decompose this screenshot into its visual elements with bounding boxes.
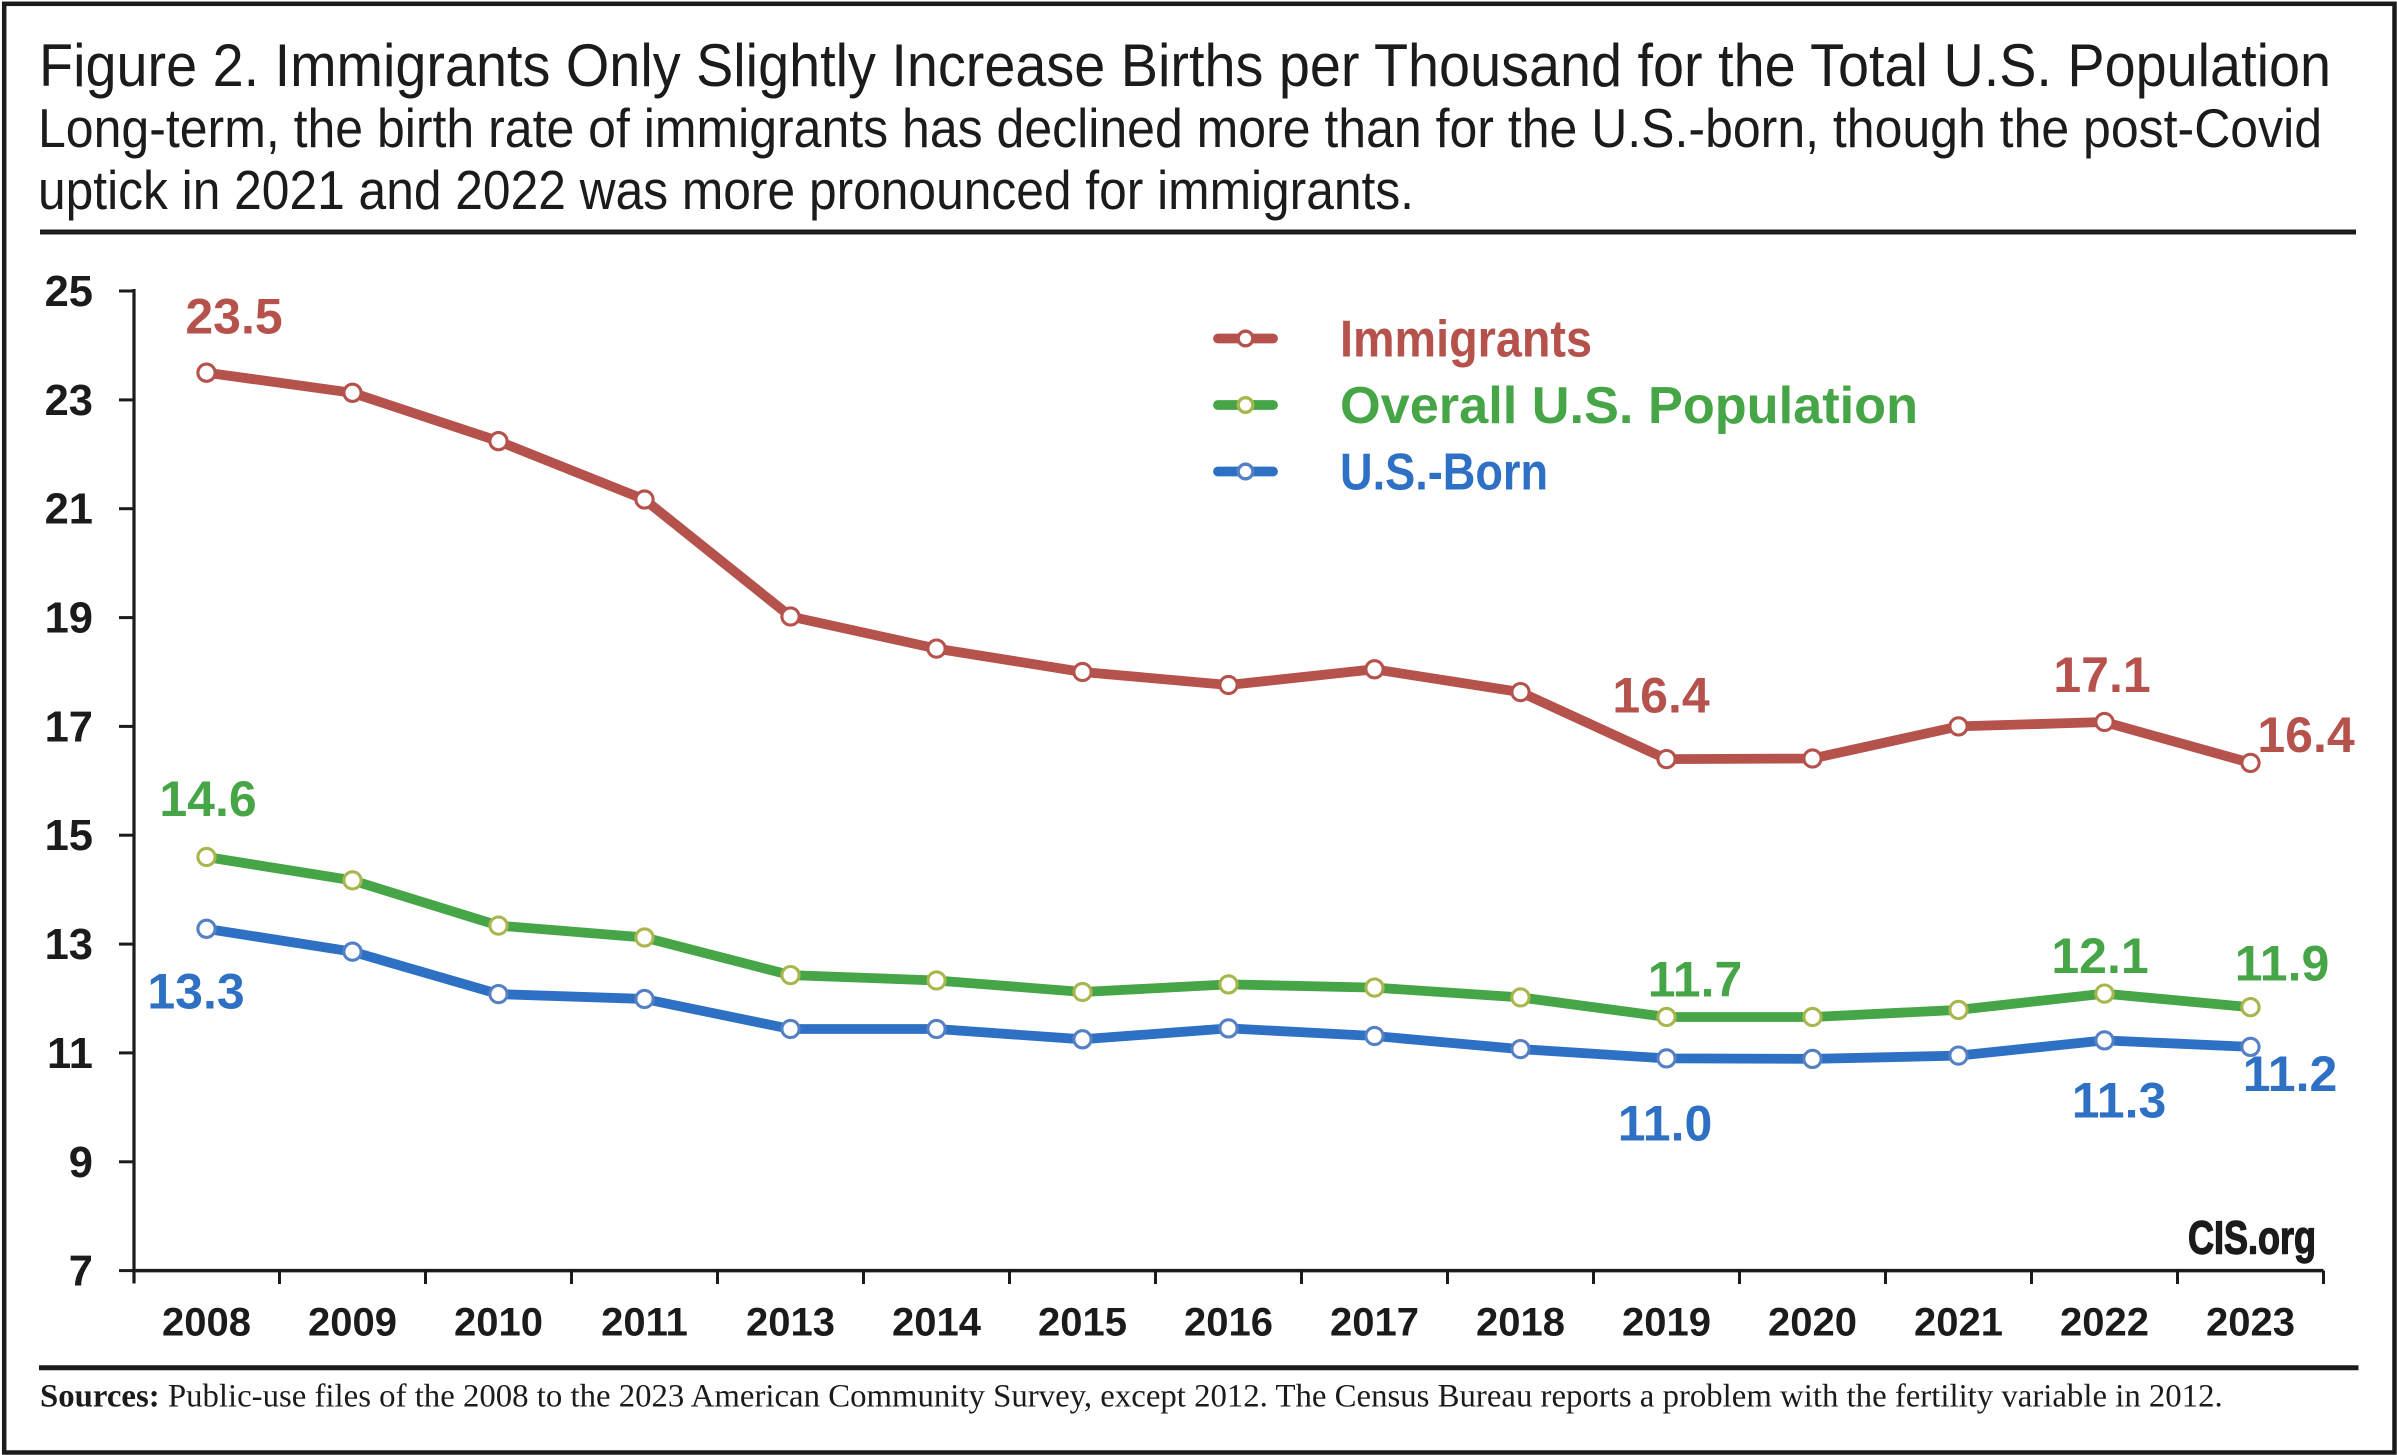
- svg-text:17.1: 17.1: [2053, 647, 2150, 703]
- svg-text:uptick in 2021 and 2022 was mo: uptick in 2021 and 2022 was more pronoun…: [38, 160, 1414, 221]
- svg-text:2008: 2008: [162, 1301, 251, 1345]
- svg-text:11: 11: [47, 1030, 93, 1078]
- svg-text:2013: 2013: [746, 1301, 835, 1345]
- svg-text:2009: 2009: [308, 1301, 397, 1345]
- svg-text:CIS.org: CIS.org: [2188, 1212, 2316, 1264]
- svg-text:21: 21: [45, 486, 93, 534]
- svg-text:2023: 2023: [2206, 1301, 2295, 1345]
- svg-text:Figure 2. Immigrants Only Slig: Figure 2. Immigrants Only Slightly Incre…: [39, 32, 2331, 99]
- svg-text:11.7: 11.7: [1648, 952, 1743, 1008]
- svg-text:Sources: Public-use files of t: Sources: Public-use files of the 2008 to…: [40, 1379, 2223, 1415]
- svg-text:11.3: 11.3: [2072, 1073, 2167, 1129]
- svg-text:2020: 2020: [1768, 1301, 1857, 1345]
- svg-text:14.6: 14.6: [159, 771, 256, 827]
- svg-text:7: 7: [69, 1248, 93, 1296]
- svg-text:16.4: 16.4: [1612, 668, 1710, 724]
- svg-text:11.9: 11.9: [2235, 936, 2330, 992]
- svg-text:13: 13: [45, 921, 93, 969]
- svg-text:2017: 2017: [1330, 1301, 1419, 1345]
- svg-text:12.1: 12.1: [2051, 928, 2148, 984]
- svg-text:2010: 2010: [454, 1301, 543, 1345]
- svg-text:11.2: 11.2: [2243, 1046, 2338, 1102]
- svg-text:23.5: 23.5: [185, 289, 282, 345]
- svg-text:11.0: 11.0: [1618, 1096, 1713, 1152]
- svg-text:Long-term, the birth rate of i: Long-term, the birth rate of immigrants …: [38, 98, 2322, 159]
- svg-text:25: 25: [45, 268, 93, 316]
- svg-text:15: 15: [45, 812, 93, 860]
- svg-text:2014: 2014: [892, 1301, 982, 1345]
- svg-text:16.4: 16.4: [2257, 707, 2355, 763]
- svg-text:23: 23: [45, 377, 93, 425]
- svg-text:Immigrants: Immigrants: [1340, 311, 1592, 369]
- svg-text:2011: 2011: [601, 1301, 688, 1345]
- svg-text:Overall U.S. Population: Overall U.S. Population: [1340, 377, 1918, 435]
- svg-text:2021: 2021: [1914, 1301, 2003, 1345]
- svg-text:2022: 2022: [2060, 1301, 2149, 1345]
- svg-text:2015: 2015: [1038, 1301, 1127, 1345]
- svg-text:2016: 2016: [1184, 1301, 1273, 1345]
- svg-text:U.S.-Born: U.S.-Born: [1340, 444, 1548, 502]
- svg-text:9: 9: [69, 1139, 93, 1187]
- svg-text:13.3: 13.3: [147, 964, 244, 1020]
- svg-text:17: 17: [45, 703, 93, 751]
- svg-text:19: 19: [45, 595, 93, 643]
- svg-text:2018: 2018: [1476, 1301, 1565, 1345]
- svg-text:2019: 2019: [1622, 1301, 1711, 1345]
